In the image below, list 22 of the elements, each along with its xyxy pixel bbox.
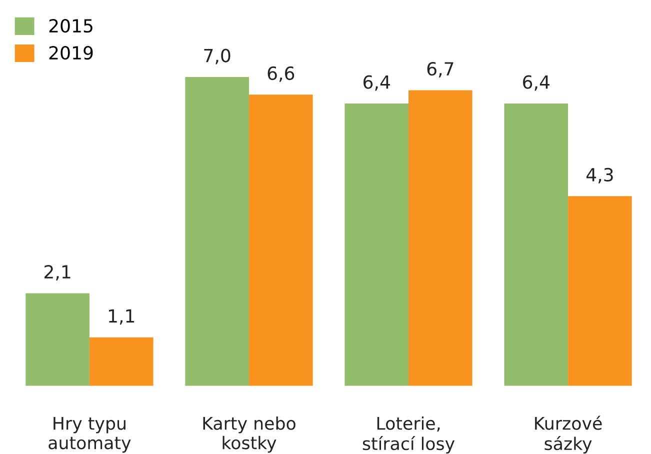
- x-tick-label: Loterie, stírací losy: [362, 416, 455, 454]
- legend-label: 2019: [49, 46, 93, 60]
- data-label: 2,1: [44, 264, 70, 280]
- x-tick-label: Karty nebo kostky: [203, 416, 296, 453]
- legend-label: 2015: [49, 18, 92, 33]
- bar: [89, 337, 154, 386]
- data-label: 6,4: [364, 75, 390, 91]
- x-tick-label: Kurzové sázky: [535, 416, 602, 454]
- data-label: 1,1: [108, 309, 134, 325]
- bar: [408, 90, 472, 386]
- bar: [504, 104, 568, 386]
- bar: [344, 104, 409, 386]
- data-label: 6,6: [268, 66, 294, 82]
- bar: [185, 77, 249, 386]
- x-tick-label: Hry typu automaty: [48, 416, 131, 453]
- data-label: 7,0: [204, 48, 230, 64]
- bar: [248, 94, 313, 386]
- data-label: 6,4: [523, 75, 550, 91]
- data-label: 6,7: [427, 62, 454, 78]
- data-label: 4,3: [586, 168, 613, 184]
- bar: [26, 293, 90, 386]
- bar: [568, 196, 632, 386]
